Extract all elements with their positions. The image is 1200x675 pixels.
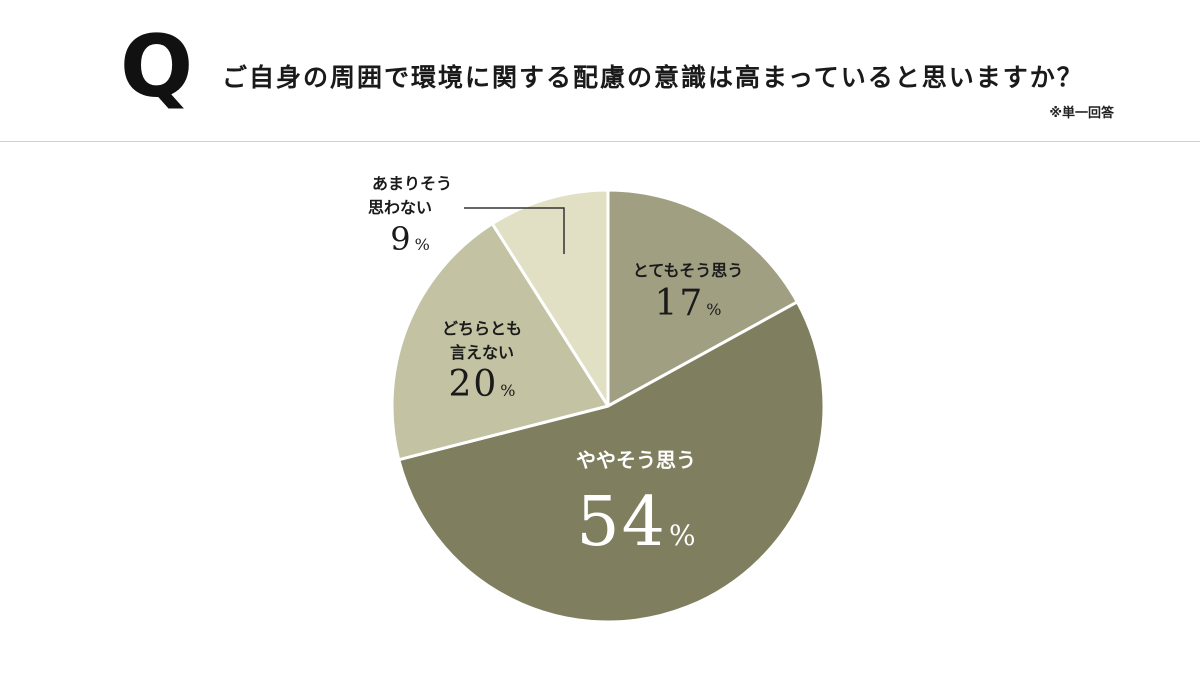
question-text: ご自身の周囲で環境に関する配慮の意識は高まっていると思いますか？: [222, 63, 1084, 92]
q-mark: Q: [120, 17, 194, 117]
slice-value-label: 20%: [448, 364, 515, 405]
slice-value-label: 17%: [654, 283, 721, 324]
leader-line: [464, 207, 565, 254]
slice-label: どちらとも: [442, 319, 522, 338]
answer-type-note: ※単一回答: [1049, 106, 1114, 121]
slice-label: 思わない: [368, 198, 432, 217]
slice-label: 言えない: [450, 343, 514, 362]
pie-slice: [490, 188, 610, 408]
pie-slice: [397, 300, 826, 624]
slice-value-label: 54%: [576, 483, 695, 562]
pie-slice: [606, 188, 799, 408]
header-divider: [0, 141, 1200, 142]
slice-value-label: 9%: [390, 220, 430, 258]
slice-label: とてもそう思う: [633, 261, 743, 280]
question-header: Q ご自身の周囲で環境に関する配慮の意識は高まっていると思いますか？ ※単一回答: [0, 0, 1200, 142]
slice-label: ややそう思う: [576, 448, 696, 472]
pie-slice: [390, 222, 610, 462]
slice-label: あまりそう: [372, 174, 452, 193]
